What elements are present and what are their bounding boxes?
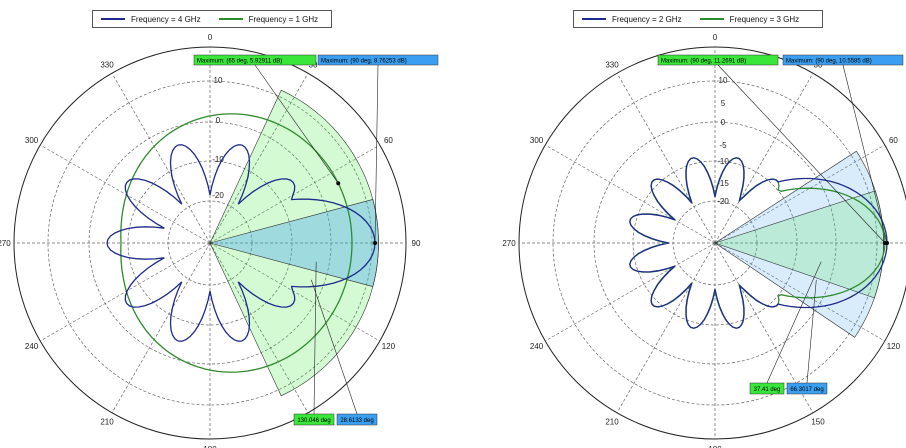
legend-label: Frequency = 4 GHz	[131, 14, 201, 24]
beamwidth-callout-box	[749, 382, 785, 395]
angle-tick-label: 330	[100, 61, 114, 70]
grid-spoke	[714, 73, 814, 244]
beamwidth-sector	[714, 190, 884, 299]
legend-swatch	[699, 18, 724, 20]
angle-tick-label: 0	[208, 33, 213, 42]
beamwidth-callout-label: 37.41 deg	[754, 387, 781, 393]
radial-tick-label: -15	[717, 179, 729, 188]
grid-spoke	[545, 242, 716, 342]
angle-tick-label: 210	[100, 417, 114, 426]
grid-spoke	[545, 144, 716, 244]
radial-tick-label: -10	[717, 157, 729, 166]
grid-spoke	[714, 242, 814, 413]
grid-spoke	[209, 73, 309, 244]
beamwidth-leader-line	[311, 279, 358, 415]
polar-grid	[13, 46, 407, 440]
beamwidth-leader-line	[313, 261, 317, 415]
legend-label: Frequency = 2 GHz	[612, 14, 682, 24]
chart-legend: Frequency = 4 GHz Frequency = 1 GHz	[92, 10, 332, 28]
maximum-callout-box	[657, 54, 779, 66]
radial-tick-label: -5	[719, 141, 727, 150]
radial-tick-label: -10	[212, 155, 224, 164]
legend-item: Frequency = 2 GHz	[582, 15, 682, 24]
maximum-callout-box	[193, 54, 317, 66]
maximum-callout-label: Maximum: (90 deg, 11.2691 dB)	[661, 59, 746, 65]
maximum-callout-label: Maximum: (90 deg, 10.5585 dB)	[786, 59, 872, 65]
beamwidth-leader-line	[766, 261, 822, 384]
maximum-callout-label: Maximum: (90 deg, 8.76253 dB)	[321, 59, 407, 65]
grid-spoke	[209, 144, 380, 244]
polar-plot: 0306090120150180210240270300330100-10-20…	[0, 33, 439, 448]
maximum-callout-box	[782, 54, 904, 66]
angle-tick-label: 90	[412, 239, 421, 248]
radial-tick-label: 10	[719, 76, 728, 85]
grid-spoke	[714, 242, 885, 342]
beamwidth-callout-box	[786, 382, 828, 395]
chart-legend: Frequency = 2 GHz Frequency = 3 GHz	[573, 10, 823, 28]
grid-spoke	[714, 144, 885, 244]
series-line	[629, 157, 888, 329]
legend-swatch	[582, 18, 606, 20]
angle-tick-label: 60	[889, 136, 898, 145]
beamwidth-callout-label: 130.046 deg	[297, 418, 330, 424]
angle-tick-label: 180	[708, 445, 722, 448]
angle-tick-label: 0	[713, 33, 718, 42]
maximum-callout-label: Maximum: (65 deg, 5.92911 dB)	[197, 59, 282, 65]
angle-tick-label: 60	[384, 136, 393, 145]
beamwidth-callout-label: 28.6133 deg	[340, 418, 373, 424]
legend-item: Frequency = 1 GHz	[218, 14, 319, 24]
series-line	[106, 144, 376, 342]
radial-tick-label: 0	[216, 116, 221, 125]
maximum-leader-line	[374, 64, 379, 244]
beamwidth-callout-box	[293, 413, 335, 426]
angle-tick-label: 150	[811, 417, 825, 426]
grid-spoke	[40, 242, 211, 342]
grid-spoke	[616, 73, 716, 244]
grid-spoke	[209, 242, 380, 342]
angle-tick-label: 300	[530, 136, 544, 145]
legend-swatch	[218, 18, 243, 20]
angle-tick-label: 210	[605, 417, 619, 426]
polar-plot: 03060901201501802102402703003301050-5-10…	[502, 33, 906, 448]
beamwidth-callout-label: 66.3017 deg	[790, 387, 823, 393]
angle-tick-label: 240	[25, 342, 39, 351]
angle-tick-label: 330	[605, 61, 619, 70]
angle-tick-label: 120	[382, 342, 396, 351]
angle-tick-label: 240	[530, 342, 544, 351]
polar-chart-left: Frequency = 4 GHz Frequency = 1 GHz 0306…	[0, 10, 439, 448]
grid-spoke	[111, 242, 211, 413]
maximum-leader-line	[254, 64, 339, 184]
grid-spoke	[209, 242, 309, 413]
radial-tick-label: -20	[212, 191, 224, 200]
angle-tick-label: 270	[0, 239, 11, 248]
grid-spoke	[616, 242, 716, 413]
polar-grid	[518, 46, 906, 440]
maximum-leader-line	[842, 64, 888, 244]
legend-swatch	[101, 18, 125, 20]
beamwidth-leader-line	[806, 279, 817, 384]
radial-tick-label: 0	[721, 118, 726, 127]
maximum-leader-line	[717, 64, 886, 244]
angle-tick-label: 300	[25, 136, 39, 145]
radial-tick-label: 5	[721, 99, 726, 108]
beamwidth-callout-box	[336, 413, 378, 426]
angle-tick-label: 270	[502, 239, 516, 248]
angle-tick-label: 180	[203, 445, 217, 448]
legend-label: Frequency = 1 GHz	[248, 14, 319, 24]
maximum-callout-box	[317, 54, 439, 66]
legend-item: Frequency = 3 GHz	[699, 14, 800, 24]
angle-tick-label: 120	[887, 342, 901, 351]
grid-spoke	[40, 144, 211, 244]
legend-item: Frequency = 4 GHz	[101, 15, 201, 24]
radial-tick-label: -20	[717, 197, 729, 206]
legend-label: Frequency = 3 GHz	[729, 14, 800, 24]
grid-spoke	[111, 73, 211, 244]
polar-chart-right: Frequency = 2 GHz Frequency = 3 GHz 0306…	[453, 0, 906, 448]
radial-tick-label: 10	[214, 76, 223, 85]
